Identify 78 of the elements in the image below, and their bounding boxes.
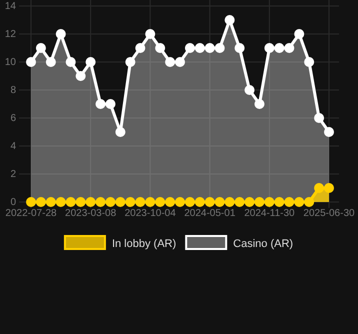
point <box>105 99 116 109</box>
x-tick-label: 2024-05-01 <box>184 208 236 220</box>
point <box>46 197 56 207</box>
point <box>165 197 176 207</box>
point <box>224 15 235 25</box>
point <box>26 57 36 67</box>
point <box>294 197 304 207</box>
point <box>314 113 324 123</box>
x-tick-label: 2025-06-30 <box>303 208 356 220</box>
y-tick-label: 12 <box>4 29 16 40</box>
point <box>304 57 314 67</box>
point <box>234 197 245 207</box>
point <box>115 127 126 137</box>
y-tick-label: 8 <box>10 85 16 96</box>
point <box>214 43 225 53</box>
point <box>66 57 76 67</box>
point <box>145 197 156 207</box>
point <box>204 197 215 207</box>
point <box>294 29 304 39</box>
point <box>125 197 136 207</box>
point <box>36 197 46 207</box>
point <box>86 57 96 67</box>
x-tick-label: 2022-07-28 <box>5 208 58 220</box>
point <box>175 197 185 207</box>
point <box>204 43 215 53</box>
point <box>145 29 156 39</box>
point <box>26 197 36 207</box>
point <box>184 43 195 53</box>
point <box>175 57 185 67</box>
point <box>135 43 146 53</box>
point <box>274 197 284 207</box>
point <box>304 197 314 207</box>
point <box>155 43 166 53</box>
x-tick-label: 2023-03-08 <box>65 208 117 220</box>
point <box>194 197 205 207</box>
point <box>194 43 205 53</box>
point <box>86 197 96 207</box>
point <box>96 197 106 207</box>
point <box>155 197 166 207</box>
point <box>264 197 274 207</box>
point <box>284 43 294 53</box>
point <box>76 71 86 81</box>
point <box>105 197 116 207</box>
point <box>46 57 56 67</box>
y-tick-label: 4 <box>10 141 16 152</box>
point <box>324 127 334 137</box>
point <box>284 197 294 207</box>
point <box>224 197 235 207</box>
point <box>254 99 264 109</box>
point <box>135 197 146 207</box>
point <box>56 29 66 39</box>
x-tick-label: 2023-10-04 <box>124 208 176 220</box>
point <box>244 197 255 207</box>
point <box>56 197 66 207</box>
point <box>76 197 86 207</box>
point <box>254 197 264 207</box>
legend-label: Casino (AR) <box>233 238 294 250</box>
y-tick-label: 10 <box>4 57 16 68</box>
point <box>214 197 225 207</box>
point <box>96 99 106 109</box>
point <box>36 43 46 53</box>
point <box>165 57 176 67</box>
point <box>66 197 76 207</box>
point <box>244 85 255 95</box>
y-tick-label: 14 <box>4 1 16 12</box>
x-tick-label: 2024-11-30 <box>244 208 296 220</box>
y-tick-label: 0 <box>10 197 16 208</box>
point <box>184 197 195 207</box>
point <box>274 43 284 53</box>
y-tick-label: 2 <box>10 169 16 180</box>
point <box>264 43 274 53</box>
point <box>115 197 126 207</box>
point <box>324 183 334 193</box>
point <box>125 57 136 67</box>
y-tick-label: 6 <box>10 113 16 124</box>
legend-label: In lobby (AR) <box>112 238 176 250</box>
point <box>314 183 324 193</box>
point <box>234 43 245 53</box>
